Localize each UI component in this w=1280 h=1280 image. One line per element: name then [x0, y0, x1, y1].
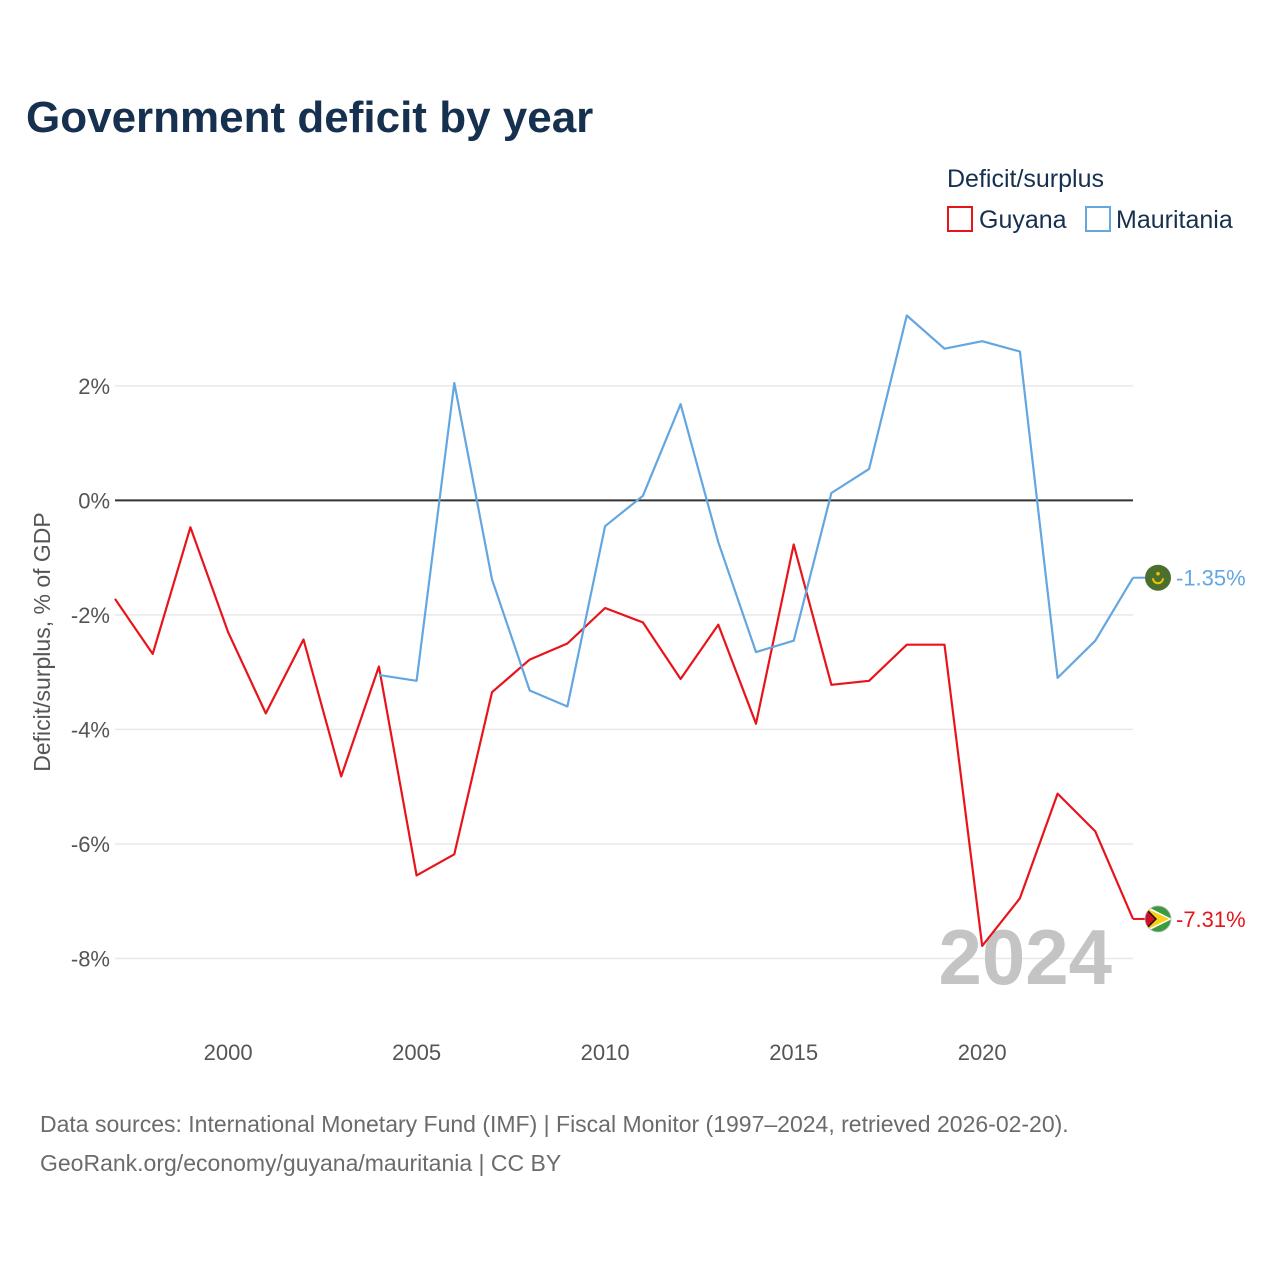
legend-item-guyana[interactable]: Guyana	[947, 206, 1067, 234]
y-tick-label: -2%	[71, 603, 110, 628]
series-line-guyana	[114, 526, 1135, 948]
year-watermark: 2024	[938, 913, 1112, 1001]
y-tick-label: 2%	[78, 374, 110, 399]
y-axis-ticks: 2% 0% -2% -4% -6% -8%	[71, 374, 110, 972]
legend-swatch-guyana	[947, 206, 973, 232]
x-tick-label: 2015	[769, 1040, 818, 1065]
series-line-mauritania	[378, 314, 1134, 708]
y-tick-label: -8%	[71, 946, 110, 971]
chart-title: Government deficit by year	[26, 93, 593, 142]
y-tick-label: -4%	[71, 717, 110, 742]
x-tick-label: 2010	[581, 1040, 630, 1065]
x-tick-label: 2020	[958, 1040, 1007, 1065]
guyana-flag-icon	[1144, 905, 1172, 933]
end-label-guyana: -7.31%	[1176, 907, 1246, 932]
y-axis-title: Deficit/surplus, % of GDP	[29, 512, 55, 771]
source-line: Data sources: International Monetary Fun…	[40, 1111, 1069, 1137]
series-end-markers: -7.31% -1.35%	[1133, 564, 1246, 933]
x-tick-label: 2005	[392, 1040, 441, 1065]
attribution-line: GeoRank.org/economy/guyana/mauritania | …	[40, 1150, 561, 1176]
mauritania-flag-icon	[1145, 564, 1171, 591]
x-axis-ticks: 2000 2005 2010 2015 2020	[204, 1040, 1007, 1065]
legend-label-guyana: Guyana	[979, 206, 1067, 234]
x-tick-label: 2000	[204, 1040, 253, 1065]
legend-title: Deficit/surplus	[947, 165, 1104, 193]
legend-item-mauritania[interactable]: Mauritania	[1085, 206, 1233, 234]
series-lines	[114, 314, 1135, 948]
y-tick-label: -6%	[71, 832, 110, 857]
end-label-mauritania: -1.35%	[1176, 566, 1246, 591]
legend: Deficit/surplus Guyana Mauritania	[947, 165, 1233, 234]
legend-label-mauritania: Mauritania	[1116, 206, 1233, 234]
y-tick-label: 0%	[78, 488, 110, 513]
gridlines	[115, 385, 1133, 960]
legend-swatch-mauritania	[1085, 206, 1111, 232]
